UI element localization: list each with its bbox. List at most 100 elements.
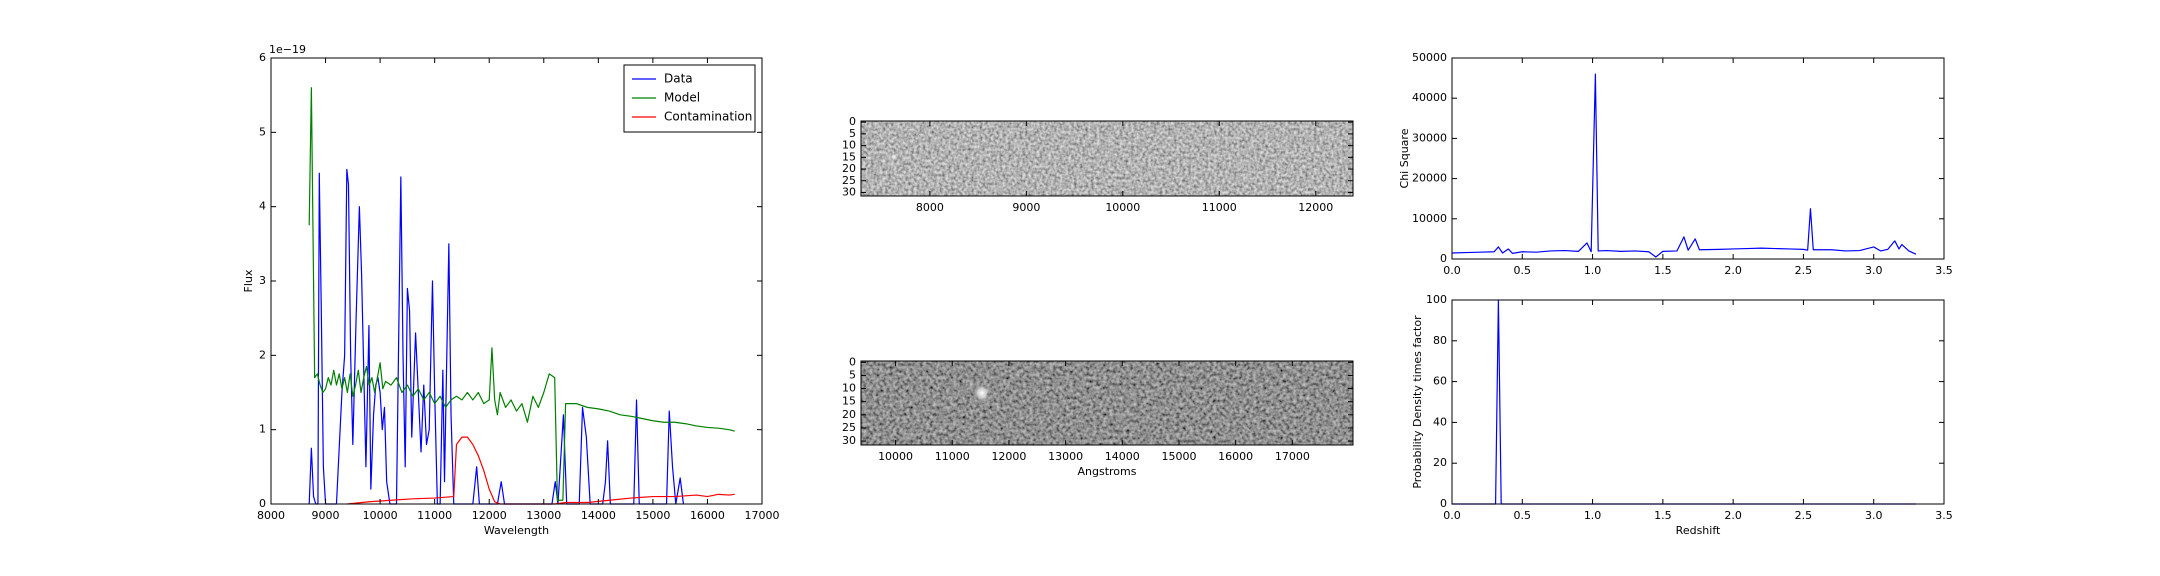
x-tick-label: 1.5: [1654, 509, 1672, 522]
x-tick-label: 9000: [312, 509, 340, 522]
y-tick-label: 0: [1440, 252, 1447, 265]
x-axis-label: Angstroms: [1078, 465, 1137, 478]
y-tick-label: 20000: [1412, 172, 1447, 185]
axes-frame: [860, 360, 1354, 446]
y-tick-label: 15: [842, 150, 856, 163]
x-tick-label: 11000: [935, 450, 970, 463]
legend-label: Model: [664, 91, 700, 105]
x-tick-label: 2.5: [1795, 509, 1813, 522]
y-tick-label: 1: [259, 423, 266, 436]
y-tick-label: 10: [842, 139, 856, 152]
x-tick-label: 12000: [991, 450, 1026, 463]
x-tick-label: 12000: [472, 509, 507, 522]
x-tick-label: 11000: [1202, 201, 1237, 214]
y-axis-label: Flux: [242, 269, 255, 292]
y-tick-label: 10: [842, 382, 856, 395]
y-tick-label: 20: [842, 162, 856, 175]
x-tick-label: 3.5: [1935, 264, 1953, 277]
y-tick-label: 20: [842, 408, 856, 421]
x-tick-label: 10000: [363, 509, 398, 522]
y-tick-label: 0: [849, 355, 856, 368]
y-tick-label: 0: [259, 497, 266, 510]
x-tick-label: 10000: [1105, 201, 1140, 214]
x-tick-label: 13000: [526, 509, 561, 522]
x-tick-label: 3.0: [1865, 509, 1883, 522]
subplot: 0.0 0.5 1.0 1.5 2.0 2.5 3.0 3.5 0 10000 20000 30000…: [1398, 51, 1953, 277]
x-tick-label: 3.0: [1865, 264, 1883, 277]
x-tick-label: 0.5: [1514, 509, 1532, 522]
x-tick-label: 15000: [635, 509, 670, 522]
x-tick-label: 14000: [581, 509, 616, 522]
y-tick-label: 30000: [1412, 131, 1447, 144]
bright-source: [890, 153, 898, 161]
x-tick-label: 16000: [1218, 450, 1253, 463]
y-tick-label: 6: [259, 51, 266, 64]
y-tick-label: 0: [1440, 497, 1447, 510]
offset-text: 1e−19: [269, 43, 306, 56]
subplot: 0.0 0.5 1.0 1.5 2.0 2.5 3.0 3.5 0 20 40 60 80 100 Reds…: [1411, 293, 1953, 537]
x-tick-label: 8000: [257, 509, 285, 522]
data-line: [347, 436, 735, 505]
y-tick-label: 40: [1433, 415, 1447, 428]
spectrum-image: [861, 361, 1353, 445]
y-tick-label: 10000: [1412, 212, 1447, 225]
y-axis-label: Probability Density times factor: [1411, 315, 1424, 489]
y-tick-label: 80: [1433, 334, 1447, 347]
x-tick-label: 17000: [1275, 450, 1310, 463]
y-axis-label: Chi Square: [1398, 128, 1411, 188]
x-tick-label: 14000: [1105, 450, 1140, 463]
x-tick-label: 12000: [1298, 201, 1333, 214]
y-tick-label: 25: [842, 421, 856, 434]
y-tick-label: 50000: [1412, 51, 1447, 64]
data-line: [308, 87, 735, 501]
y-tick-label: 100: [1426, 293, 1447, 306]
spectrum-image: [861, 121, 1353, 196]
axes-frame: [860, 120, 1354, 197]
subplot: 10000 11000 12000 13000 14000 15000 16000 17000…: [842, 355, 1354, 478]
legend-label: Contamination: [664, 110, 752, 124]
x-tick-label: 16000: [690, 509, 725, 522]
x-tick-label: 2.0: [1724, 509, 1742, 522]
y-tick-label: 30: [842, 434, 856, 447]
x-tick-label: 2.5: [1795, 264, 1813, 277]
axes-frame: [1451, 57, 1945, 260]
y-tick-label: 2: [259, 348, 266, 361]
x-tick-label: 8000: [916, 201, 944, 214]
axes-frame: [1451, 299, 1945, 505]
x-tick-label: 9000: [1012, 201, 1040, 214]
x-tick-label: 1.0: [1584, 264, 1602, 277]
x-tick-label: 15000: [1161, 450, 1196, 463]
y-tick-label: 4: [259, 200, 266, 213]
x-tick-label: 17000: [745, 509, 780, 522]
y-tick-label: 0: [849, 115, 856, 128]
x-tick-label: 0.0: [1443, 509, 1461, 522]
x-tick-label: 13000: [1048, 450, 1083, 463]
x-tick-label: 0.5: [1514, 264, 1532, 277]
y-tick-label: 3: [259, 274, 266, 287]
y-tick-label: 20: [1433, 456, 1447, 469]
y-tick-label: 15: [842, 395, 856, 408]
legend: Data Model Contamination: [623, 64, 756, 133]
data-line: [1452, 299, 1916, 505]
y-tick-label: 5: [849, 127, 856, 140]
x-tick-label: 1.0: [1584, 509, 1602, 522]
legend-label: Data: [664, 72, 693, 86]
data-line: [1451, 73, 1917, 258]
subplot: 8000 9000 10000 11000 12000 13000 14000 15000 16…: [242, 43, 780, 537]
x-tick-label: 10000: [878, 450, 913, 463]
x-tick-label: 2.0: [1724, 264, 1742, 277]
x-tick-label: 11000: [417, 509, 452, 522]
bright-source: [973, 384, 991, 402]
y-tick-label: 25: [842, 174, 856, 187]
y-tick-label: 5: [259, 125, 266, 138]
x-tick-label: 1.5: [1654, 264, 1672, 277]
x-tick-label: 3.5: [1935, 509, 1953, 522]
x-axis-label: Wavelength: [484, 524, 549, 537]
y-tick-label: 5: [849, 368, 856, 381]
data-line: [308, 168, 685, 505]
y-tick-label: 40000: [1412, 91, 1447, 104]
y-tick-label: 60: [1433, 375, 1447, 388]
